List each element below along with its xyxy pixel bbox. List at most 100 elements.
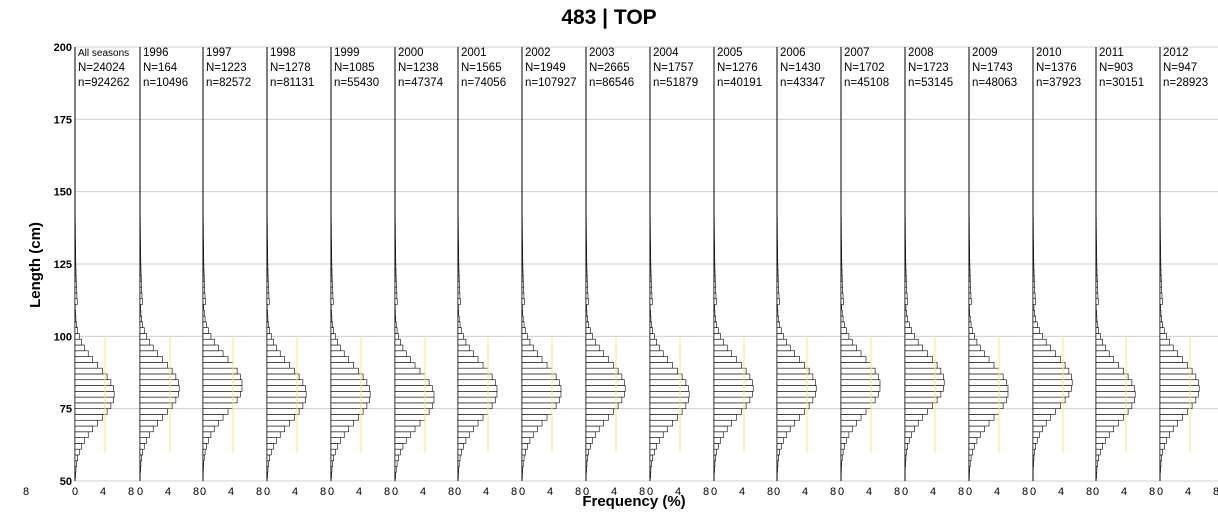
histogram-bar (1032, 350, 1056, 357)
histogram-bar (1159, 379, 1199, 386)
x-tick-label: 8 (256, 486, 262, 498)
histogram-bar (202, 437, 209, 444)
histogram-bar (649, 269, 652, 276)
histogram-bar (139, 298, 143, 305)
histogram-bar (139, 385, 180, 392)
histogram-bar (457, 338, 467, 346)
histogram-bar (585, 292, 589, 300)
histogram-bar (74, 391, 115, 398)
histogram-bar (713, 304, 715, 311)
histogram-bar (74, 448, 80, 456)
histogram-bar (585, 309, 588, 317)
panel-n: n=10496 (143, 77, 188, 89)
histogram-bar (521, 292, 525, 300)
histogram-bar (457, 448, 462, 456)
histogram-bar (139, 292, 143, 300)
histogram-bar (1095, 385, 1135, 392)
histogram-bar (521, 286, 524, 294)
panel-N: N=1278 (270, 62, 311, 74)
histogram-bar (585, 246, 587, 253)
histogram-bar (776, 269, 779, 276)
histogram-bar (968, 402, 1004, 409)
histogram-bar (1032, 408, 1056, 415)
histogram-bar (330, 350, 345, 357)
histogram-bar (968, 454, 972, 462)
histogram-bar (266, 275, 269, 282)
panel: 2007 N=1702 n=45108 (840, 47, 889, 481)
panel-n: n=51879 (653, 77, 698, 89)
histogram-bar (202, 443, 207, 450)
panel-title: 2002 (525, 47, 551, 59)
histogram-bar (330, 321, 333, 328)
histogram-bar (1032, 431, 1040, 438)
histogram-bar (1032, 402, 1061, 409)
histogram-bar (840, 344, 857, 352)
histogram-bar (266, 315, 269, 323)
histogram-bar (713, 269, 716, 276)
panel-title: 1998 (270, 47, 296, 59)
panel: 1998 N=1278 n=81131 (266, 47, 314, 481)
histogram-bar (713, 437, 721, 444)
histogram-bar (904, 356, 933, 363)
x-tick-label: 0 (392, 486, 398, 498)
histogram-bar (1032, 448, 1035, 456)
histogram-bar (585, 257, 588, 265)
histogram-bar (1032, 263, 1035, 271)
histogram-bar (1095, 356, 1114, 363)
histogram-bar (585, 286, 588, 294)
histogram-bar (1095, 321, 1098, 328)
histogram-bar (266, 338, 274, 346)
histogram-bar (521, 443, 528, 450)
histogram-bar (394, 391, 435, 398)
histogram-bar (1032, 304, 1035, 311)
histogram-bar (330, 298, 334, 305)
histogram-bar (585, 263, 588, 271)
x-tick-label: 4 (165, 486, 171, 498)
histogram-bar (139, 246, 141, 253)
histogram-bar (457, 414, 484, 421)
histogram-bar (202, 315, 206, 323)
histogram-bar (904, 292, 908, 300)
histogram-bar (139, 460, 142, 467)
histogram-bar (1159, 437, 1167, 444)
histogram-bar (394, 263, 397, 271)
x-tick-label: 4 (356, 486, 362, 498)
panel: 2010 N=1376 n=37923 (1032, 47, 1081, 481)
histogram-bar (585, 275, 588, 282)
histogram-bar (330, 257, 333, 265)
histogram-bar (394, 425, 416, 433)
histogram-bar (139, 309, 142, 317)
histogram-bar (585, 414, 609, 421)
histogram-bar (330, 408, 364, 415)
histogram-bar (394, 408, 430, 415)
panel-N: N=1238 (398, 62, 439, 74)
histogram-bar (904, 286, 908, 294)
histogram-bar (394, 327, 398, 334)
histogram-bar (266, 257, 269, 265)
histogram-bar (139, 437, 147, 444)
histogram-bar (266, 385, 306, 392)
histogram-bar (330, 466, 333, 473)
histogram-bar (968, 431, 981, 438)
histogram-bar (1095, 466, 1098, 473)
histogram-bar (74, 356, 93, 363)
histogram-bar (904, 408, 928, 415)
histogram-bar (74, 281, 77, 288)
histogram-bar (457, 240, 459, 247)
histogram-bar (457, 454, 461, 462)
histogram-bar (457, 437, 467, 444)
panel-title: 2009 (972, 47, 998, 59)
histogram-bar (968, 327, 973, 334)
histogram-bar (968, 263, 971, 271)
histogram-bar (1032, 379, 1073, 386)
histogram-bar (1032, 327, 1040, 334)
x-tick-label: 4 (930, 486, 936, 498)
panel-n: n=74056 (461, 77, 506, 89)
histogram-bar (713, 350, 732, 357)
panel-N: N=1743 (972, 62, 1013, 74)
x-tick-label: 0 (838, 486, 844, 498)
histogram-bar (1159, 298, 1163, 305)
histogram-bar (1159, 257, 1162, 265)
histogram-bar (840, 315, 844, 323)
histogram-bar (1032, 385, 1072, 392)
